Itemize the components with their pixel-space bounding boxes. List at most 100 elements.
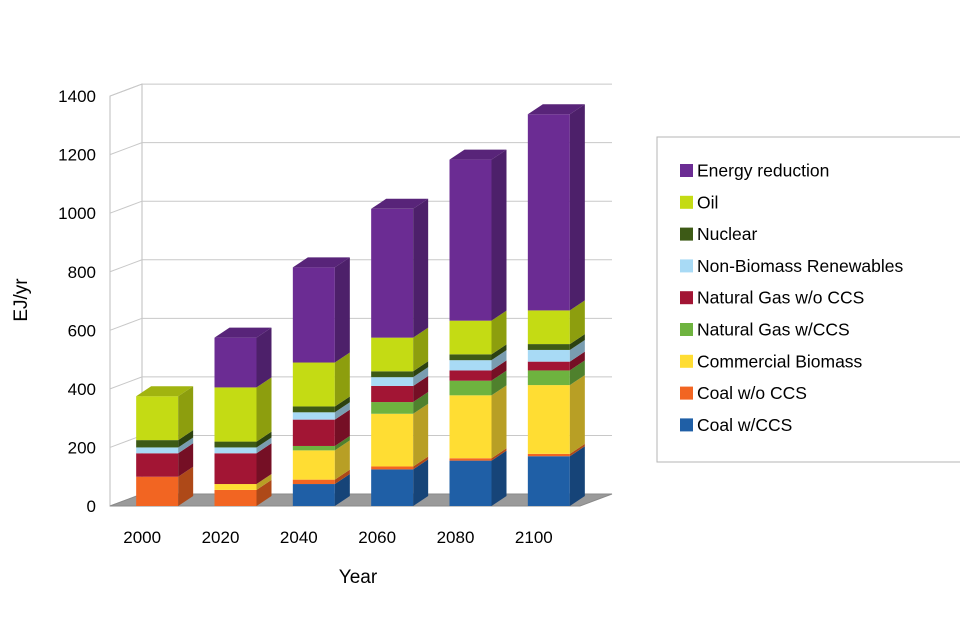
bar-front: [214, 387, 257, 442]
bar-segment: [449, 385, 507, 459]
bar-front: [449, 354, 492, 361]
legend-item: Coal w/CCS: [680, 415, 792, 435]
legend-swatch: [680, 195, 693, 209]
gridline-side: [109, 317, 143, 331]
bar-side: [334, 396, 350, 413]
bar-stack-2080: [449, 149, 507, 506]
bar-side: [178, 443, 194, 477]
bar-side: [413, 367, 429, 386]
bar-segment: [527, 334, 585, 350]
bar-side: [334, 257, 350, 363]
bar-side: [569, 375, 585, 454]
legend-item: Non-Biomass Renewables: [680, 256, 903, 276]
bar-side: [413, 403, 429, 467]
bar-front: [292, 412, 335, 420]
bar-side: [569, 300, 585, 345]
legend-label: Non-Biomass Renewables: [697, 256, 903, 276]
bar-side: [256, 479, 272, 506]
bar-side: [413, 375, 429, 403]
bar-side: [491, 350, 507, 371]
bar-front: [292, 419, 335, 446]
bar-front: [449, 460, 492, 506]
x-tick-label: 2000: [123, 528, 161, 547]
bar-segment: [449, 360, 507, 381]
bar-front: [214, 484, 257, 490]
legend-swatch: [680, 354, 693, 368]
x-tick-label: 2040: [280, 528, 318, 547]
y-tick-label: 800: [68, 263, 96, 282]
bar-side: [256, 377, 272, 442]
bar-segment: [527, 339, 585, 362]
bar-segment: [371, 403, 429, 467]
bar-front: [136, 476, 179, 506]
legend-swatch: [680, 418, 693, 432]
bar-front: [371, 371, 414, 378]
bar-side: [413, 456, 429, 470]
gridline-side: [109, 376, 143, 390]
legend-label: Natural Gas w/o CCS: [697, 288, 864, 308]
bar-segment: [527, 360, 585, 386]
bar-front: [371, 377, 414, 386]
bar-side: [334, 409, 350, 446]
bar-front: [371, 469, 414, 506]
bar-side: [569, 443, 585, 457]
bar-front: [449, 380, 492, 396]
bar-side: [334, 440, 350, 480]
bar-front: [136, 447, 179, 454]
bar-segment: [292, 352, 350, 407]
y-tick-label: 1000: [58, 204, 96, 223]
bar-side: [569, 446, 585, 506]
bar-top: [292, 257, 350, 268]
bar-front: [449, 159, 492, 321]
bar-front: [527, 310, 570, 345]
bar-segment: [449, 350, 507, 371]
legend-swatch: [680, 386, 693, 400]
y-axis-title: EJ/yr: [11, 278, 32, 322]
bar-segment: [527, 446, 585, 506]
bar-side: [491, 448, 507, 461]
y-tick-label: 1200: [58, 146, 96, 165]
bar-segment: [449, 370, 507, 396]
bar-front: [371, 385, 414, 403]
bar-side: [491, 450, 507, 506]
legend-label: Energy reduction: [697, 161, 829, 181]
bar-front: [449, 370, 492, 381]
bar-segment: [371, 361, 429, 378]
bar-side: [413, 198, 429, 338]
bar-side: [491, 310, 507, 355]
legend-swatch: [680, 323, 693, 336]
bar-front: [371, 402, 414, 414]
bar-segment: [371, 198, 429, 338]
bar-front: [371, 413, 414, 467]
bar-side: [491, 360, 507, 381]
bar-front: [527, 349, 570, 362]
bar-segment: [292, 402, 350, 420]
bar-segment: [371, 456, 429, 470]
bar-side: [178, 437, 194, 454]
bar-front: [527, 361, 570, 371]
bar-stack-2100: [527, 104, 585, 506]
bar-segment: [214, 479, 272, 506]
bar-stack-2040: [292, 257, 350, 506]
bar-front: [292, 362, 335, 407]
bar-side: [256, 327, 272, 388]
gridline-side: [109, 200, 143, 214]
x-tick-label: 2060: [358, 528, 396, 547]
legend-item: Nuclear: [680, 224, 757, 244]
bar-segment: [527, 351, 585, 371]
x-tick-label: 2080: [437, 528, 475, 547]
bar-side: [256, 437, 272, 454]
y-tick-labels: 0 200 400 600 800 1000 1200 1400: [58, 87, 96, 516]
bar-segment: [371, 327, 429, 372]
bar-side: [256, 474, 272, 490]
bar-segment: [214, 431, 272, 448]
bar-segment: [449, 344, 507, 361]
legend-item: Oil: [680, 192, 718, 212]
bar-front: [292, 484, 335, 506]
bar-side: [413, 361, 429, 378]
legend-item: Natural Gas w/CCS: [680, 320, 850, 340]
legend-label: Coal w/o CCS: [697, 383, 807, 403]
bar-segment: [371, 459, 429, 506]
bar-segment: [214, 377, 272, 442]
bar-side: [334, 474, 350, 506]
